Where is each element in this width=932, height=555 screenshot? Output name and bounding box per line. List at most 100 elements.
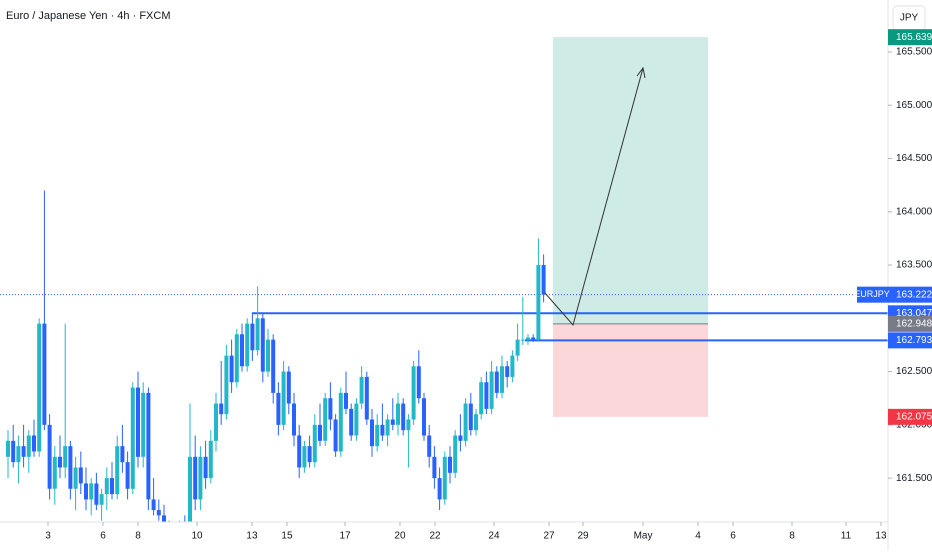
price-tag bbox=[888, 29, 932, 46]
candle-body bbox=[21, 446, 26, 457]
y-tick-label: 162.000 bbox=[896, 419, 932, 430]
x-tick-label: 6 bbox=[100, 531, 106, 542]
candle-body bbox=[239, 334, 244, 367]
candle-body bbox=[52, 456, 57, 489]
axes: 161.500162.000162.500163.000163.500164.0… bbox=[45, 29, 932, 542]
y-tick-label: 164.000 bbox=[896, 206, 932, 217]
price-tag-label: 165.639 bbox=[896, 32, 932, 43]
candle-body bbox=[271, 339, 276, 393]
price-tag bbox=[888, 286, 932, 303]
x-tick-label: 3 bbox=[45, 531, 51, 542]
candle-body bbox=[484, 382, 489, 409]
target-zone bbox=[553, 37, 708, 324]
candle-body bbox=[68, 446, 73, 489]
candle-body bbox=[448, 456, 453, 473]
arrow-head bbox=[636, 66, 646, 79]
candle-body bbox=[63, 446, 68, 468]
candle-body bbox=[474, 414, 479, 431]
price-tag-label: 162.793 bbox=[896, 335, 932, 346]
candle-body bbox=[307, 446, 312, 463]
candle-body bbox=[229, 355, 234, 383]
candle-body bbox=[47, 424, 52, 489]
x-tick-label: 10 bbox=[191, 531, 203, 542]
candle-body bbox=[323, 398, 328, 441]
candle-body bbox=[120, 446, 125, 463]
candle-body bbox=[442, 456, 447, 500]
candle-body bbox=[11, 440, 16, 463]
candle-body bbox=[536, 265, 541, 340]
candle-body bbox=[83, 483, 88, 500]
x-tick-label: 17 bbox=[339, 531, 351, 542]
candle-body bbox=[453, 435, 458, 473]
x-tick-label: 22 bbox=[429, 531, 441, 542]
x-tick-label: 8 bbox=[135, 531, 141, 542]
candle-body bbox=[156, 510, 161, 516]
candle-body bbox=[406, 419, 411, 431]
candle-body bbox=[125, 462, 130, 489]
price-tag-label: 162.948 bbox=[896, 318, 932, 329]
candle-body bbox=[193, 456, 198, 500]
y-tick-label: 165.500 bbox=[896, 47, 932, 58]
plot-area bbox=[0, 37, 888, 536]
y-tick-label: 165.000 bbox=[896, 100, 932, 111]
candle-body bbox=[94, 483, 99, 505]
candle-body bbox=[489, 371, 494, 409]
price-tag-label: 162.075 bbox=[896, 411, 932, 422]
candle-body bbox=[115, 446, 120, 495]
candle-body bbox=[260, 318, 265, 372]
y-tick-label: 161.500 bbox=[896, 473, 932, 484]
price-tag bbox=[888, 332, 932, 349]
candle-body bbox=[526, 337, 531, 340]
candle-body bbox=[312, 424, 317, 463]
candle-body bbox=[359, 376, 364, 404]
candle-body bbox=[16, 446, 21, 463]
candle-body bbox=[135, 387, 140, 457]
candle-body bbox=[42, 323, 47, 425]
candle-body bbox=[370, 419, 375, 447]
candle-body bbox=[458, 435, 463, 441]
candle-body bbox=[531, 337, 536, 340]
candle-body bbox=[333, 419, 338, 452]
candle-body bbox=[349, 408, 354, 436]
candle-body bbox=[401, 403, 406, 431]
x-tick-label: 13 bbox=[875, 531, 887, 542]
x-tick-label: 27 bbox=[543, 531, 555, 542]
candle-body bbox=[255, 318, 260, 351]
candle-body bbox=[265, 339, 270, 372]
candle-body bbox=[317, 424, 322, 441]
price-tag bbox=[888, 408, 932, 425]
y-tick-label: 164.500 bbox=[896, 153, 932, 164]
candle-body bbox=[541, 265, 546, 295]
candle-body bbox=[183, 526, 187, 531]
candle-body bbox=[375, 424, 380, 447]
candle-body bbox=[380, 424, 385, 436]
candle-body bbox=[104, 478, 109, 495]
candle-body bbox=[500, 366, 505, 393]
candle-body bbox=[510, 355, 515, 377]
x-tick-label: May bbox=[634, 531, 653, 542]
chart-title: Euro / Japanese Yen · 4h · FXCM bbox=[6, 10, 170, 22]
currency-label[interactable]: JPY bbox=[900, 13, 919, 24]
candle-body bbox=[385, 419, 390, 436]
x-tick-label: 13 bbox=[246, 531, 258, 542]
symbol-tag-label: EURJPY bbox=[854, 289, 890, 299]
candle-body bbox=[213, 403, 218, 441]
symbol-tag bbox=[857, 286, 888, 303]
y-tick-label: 163.500 bbox=[896, 260, 932, 271]
candle-body bbox=[109, 478, 114, 495]
stop-zone bbox=[553, 323, 708, 417]
candle-body bbox=[479, 382, 484, 415]
candle-body bbox=[468, 403, 473, 431]
candle-body bbox=[78, 467, 83, 484]
candle-body bbox=[37, 323, 42, 452]
candle-body bbox=[411, 366, 416, 420]
candle-body bbox=[151, 499, 156, 511]
candle-body bbox=[396, 403, 401, 425]
x-tick-label: 29 bbox=[577, 531, 589, 542]
candle-body bbox=[203, 456, 208, 479]
candle-body bbox=[57, 456, 62, 468]
candle-body bbox=[172, 531, 176, 536]
candle-body bbox=[494, 371, 499, 393]
